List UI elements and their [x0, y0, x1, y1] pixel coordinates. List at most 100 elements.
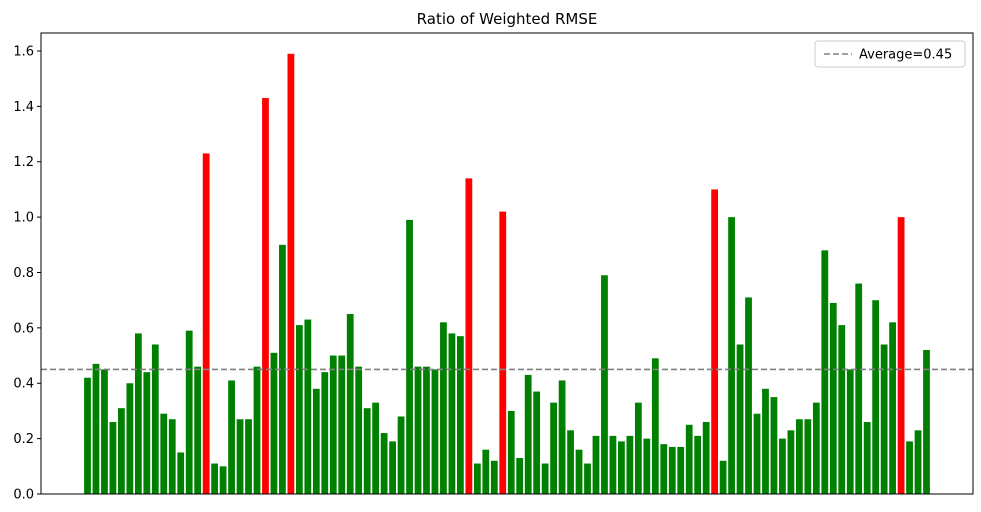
y-tick-label-3: 0.6: [13, 321, 34, 336]
bar-88: [829, 302, 837, 494]
bar-66: [643, 438, 651, 494]
y-tick-label-8: 1.6: [13, 44, 34, 59]
bar-5: [126, 383, 134, 494]
bar-45: [465, 178, 473, 495]
bar-17: [228, 380, 235, 494]
bar-7: [143, 372, 151, 494]
bar-55: [550, 402, 557, 494]
y-tick-label-0: 0.0: [13, 488, 34, 503]
bar-83: [787, 430, 795, 494]
bar-92: [863, 422, 871, 494]
bar-29: [329, 355, 337, 494]
bar-51: [516, 458, 524, 494]
bar-8: [151, 344, 159, 494]
bar-37: [397, 416, 405, 494]
y-tick-label-4: 0.8: [13, 266, 34, 281]
bar-41: [431, 369, 439, 494]
bar-78: [745, 297, 752, 494]
bar-63: [618, 441, 625, 494]
bar-60: [592, 435, 600, 494]
bar-27: [312, 388, 320, 494]
bar-6: [134, 333, 142, 494]
bar-44: [457, 336, 464, 494]
bar-39: [414, 366, 422, 494]
bar-48: [490, 460, 498, 494]
bar-32: [355, 366, 363, 494]
bar-93: [872, 300, 880, 494]
bar-25: [295, 325, 303, 494]
chart-title: Ratio of Weighted RMSE: [417, 10, 598, 28]
bar-98: [914, 430, 922, 494]
bar-57: [567, 430, 574, 494]
bar-33: [363, 408, 371, 494]
bar-81: [770, 397, 778, 494]
bar-16: [219, 466, 227, 494]
bar-76: [728, 217, 735, 494]
y-tick-label-5: 1.0: [13, 211, 34, 226]
bar-86: [812, 402, 820, 494]
bar-19: [245, 419, 252, 494]
bar-85: [804, 419, 812, 494]
bar-30: [338, 355, 346, 494]
bar-70: [677, 446, 685, 494]
bar-68: [660, 444, 668, 494]
bar-24: [287, 53, 295, 495]
bar-90: [846, 369, 854, 494]
bar-87: [821, 250, 829, 494]
bar-42: [440, 322, 447, 494]
y-tick-label-7: 1.4: [13, 100, 34, 115]
bar-95: [889, 322, 896, 494]
bar-61: [601, 275, 608, 494]
bar-62: [609, 435, 617, 494]
bar-28: [321, 372, 329, 494]
bar-84: [795, 419, 803, 494]
y-tick-label-1: 0.2: [13, 432, 34, 447]
bar-74: [711, 189, 719, 494]
bar-47: [482, 449, 490, 494]
bar-34: [372, 402, 380, 494]
bar-0: [84, 377, 91, 494]
bar-21: [262, 98, 269, 494]
legend-box: [814, 40, 966, 68]
bar-64: [626, 435, 634, 494]
bar-52: [524, 374, 532, 494]
bar-91: [855, 283, 863, 494]
bar-23: [279, 244, 286, 494]
bar-50: [507, 410, 515, 494]
bar-97: [906, 441, 913, 494]
bar-9: [160, 413, 168, 494]
bar-14: [202, 153, 210, 494]
axes-frame: [40, 32, 974, 495]
bar-53: [533, 391, 541, 494]
bar-2: [101, 369, 108, 494]
bar-20: [253, 366, 261, 494]
bar-35: [380, 433, 388, 494]
bar-79: [753, 413, 761, 494]
bar-43: [448, 333, 456, 494]
bar-58: [575, 449, 583, 494]
bar-4: [118, 408, 125, 494]
legend-average-label: Average=0.45: [859, 48, 952, 63]
bar-96: [897, 217, 905, 494]
y-ticks-layer: 0.0 0.2 0.4 0.6 0.8 1.0 1.2 1.4 1.6: [13, 44, 41, 503]
bar-72: [694, 435, 702, 494]
bar-26: [304, 319, 312, 494]
bar-15: [211, 463, 219, 494]
bar-77: [736, 344, 744, 494]
legend: Average=0.45: [814, 40, 966, 68]
bar-49: [499, 211, 507, 494]
bar-94: [880, 344, 888, 494]
bar-36: [389, 441, 396, 494]
bar-65: [634, 402, 642, 494]
bar-1: [92, 363, 100, 494]
bar-82: [779, 438, 786, 494]
bar-18: [236, 419, 244, 494]
axes-layer: [40, 32, 974, 495]
bar-59: [584, 463, 591, 494]
y-tick-label-6: 1.2: [13, 155, 34, 170]
bar-71: [685, 424, 693, 494]
bar-69: [668, 446, 676, 494]
bar-54: [541, 463, 549, 494]
